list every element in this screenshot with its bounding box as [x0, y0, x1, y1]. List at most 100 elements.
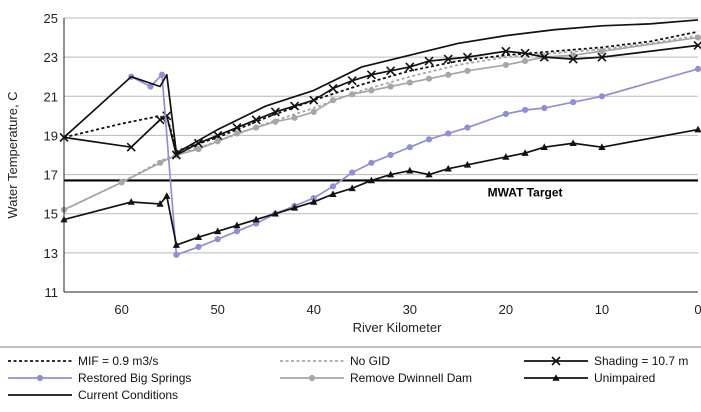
x-marker-stroke — [347, 76, 357, 86]
x-marker-stroke — [539, 52, 549, 62]
data-point — [445, 71, 452, 78]
data-point — [214, 227, 222, 235]
data-point — [126, 142, 136, 152]
series-restored-big-springs — [128, 65, 701, 258]
data-point — [569, 139, 577, 147]
data-point — [598, 143, 606, 150]
legend-label: Shading = 10.7 m — [594, 354, 688, 368]
data-point — [387, 170, 395, 178]
legend-item-unimpaired: Unimpaired — [524, 371, 655, 385]
data-point — [521, 106, 529, 114]
data-point — [172, 241, 180, 248]
y-tick-label: 19 — [44, 128, 58, 143]
data-point — [163, 192, 171, 199]
data-point — [570, 99, 577, 106]
annotations: MWAT Target — [488, 185, 563, 199]
data-point — [443, 54, 453, 64]
x-marker-stroke — [501, 46, 511, 56]
data-point — [386, 66, 396, 76]
y-tick-label: 11 — [45, 285, 59, 300]
mwat-target-annotation: MWAT Target — [488, 185, 563, 199]
data-point — [290, 204, 299, 211]
data-point — [521, 57, 529, 65]
series-line — [63, 36, 699, 211]
legend: MIF = 0.9 m3/s No GID Shading = 10.7 m Rest… — [0, 346, 701, 402]
data-point — [127, 198, 135, 205]
data-point — [570, 52, 577, 59]
data-point — [406, 144, 413, 151]
data-point — [36, 374, 44, 382]
x-marker-stroke — [386, 66, 396, 76]
series-line — [63, 44, 699, 156]
data-point — [521, 149, 529, 156]
data-point — [368, 159, 375, 166]
legend-label: Unimpaired — [594, 371, 655, 385]
y-tick-label: 21 — [44, 89, 58, 104]
data-point — [329, 183, 337, 190]
x-marker-stroke — [568, 54, 578, 64]
x-marker-stroke — [126, 142, 136, 152]
y-tick-label: 13 — [44, 246, 58, 261]
y-axis-label: Water Temperature, C — [5, 91, 20, 218]
x-marker-stroke — [551, 356, 561, 366]
x-marker-stroke — [251, 115, 261, 125]
x-marker-stroke — [309, 95, 319, 105]
data-point — [387, 83, 394, 90]
series-current-conditions — [63, 19, 699, 154]
legend-item-mif-0-9-m3-s: MIF = 0.9 m3/s — [8, 354, 158, 368]
data-point — [270, 107, 280, 117]
legend-item-no-gid: No GID — [280, 354, 390, 368]
tick-labels: 11 13 15 17 19 21 23 25 60 50 40 30 20 10 0 — [44, 11, 701, 317]
legend-label: No GID — [350, 354, 390, 368]
data-point — [291, 114, 298, 121]
data-point — [568, 54, 578, 64]
data-point — [598, 93, 606, 100]
data-point — [328, 83, 338, 94]
x-marker-stroke — [462, 52, 473, 62]
data-point — [552, 374, 560, 381]
data-point — [694, 65, 701, 72]
data-point — [464, 67, 471, 74]
data-point — [425, 136, 433, 143]
series-line — [63, 128, 699, 246]
data-point — [195, 243, 202, 251]
data-point — [462, 52, 473, 62]
data-point — [502, 61, 509, 69]
x-marker-stroke — [597, 52, 607, 62]
data-point — [310, 108, 317, 116]
data-point — [551, 356, 561, 366]
data-point — [425, 170, 433, 178]
y-tick-label: 17 — [44, 168, 58, 183]
data-point — [539, 52, 549, 62]
data-point — [541, 104, 548, 112]
data-point — [349, 169, 356, 176]
series-line — [63, 19, 699, 154]
x-marker-stroke — [289, 101, 300, 111]
data-point — [289, 101, 300, 111]
data-point — [347, 76, 357, 86]
legend-label: Current Conditions — [78, 388, 178, 402]
data-point — [173, 251, 180, 258]
x-tick-label: 0 — [694, 302, 701, 317]
x-marker-stroke — [155, 115, 165, 125]
legend-item-current-conditions: Current Conditions — [8, 388, 178, 402]
series-shading-10-7-m — [59, 40, 701, 160]
x-tick-label: 10 — [595, 302, 609, 317]
data-point — [424, 56, 434, 66]
data-point — [464, 124, 471, 131]
data-point — [214, 236, 221, 243]
data-point — [156, 200, 164, 207]
x-tick-label: 60 — [114, 302, 128, 317]
data-point — [463, 160, 472, 168]
x-marker-stroke — [405, 62, 415, 72]
data-point — [425, 75, 433, 82]
axes — [63, 18, 698, 293]
data-point — [445, 130, 452, 137]
data-point — [308, 374, 316, 382]
data-point — [310, 198, 318, 205]
data-point — [540, 143, 548, 150]
x-marker-stroke — [520, 48, 530, 58]
x-marker-stroke — [366, 70, 376, 80]
legend-item-shading-10-7-m: Shading = 10.7 m — [524, 354, 688, 368]
